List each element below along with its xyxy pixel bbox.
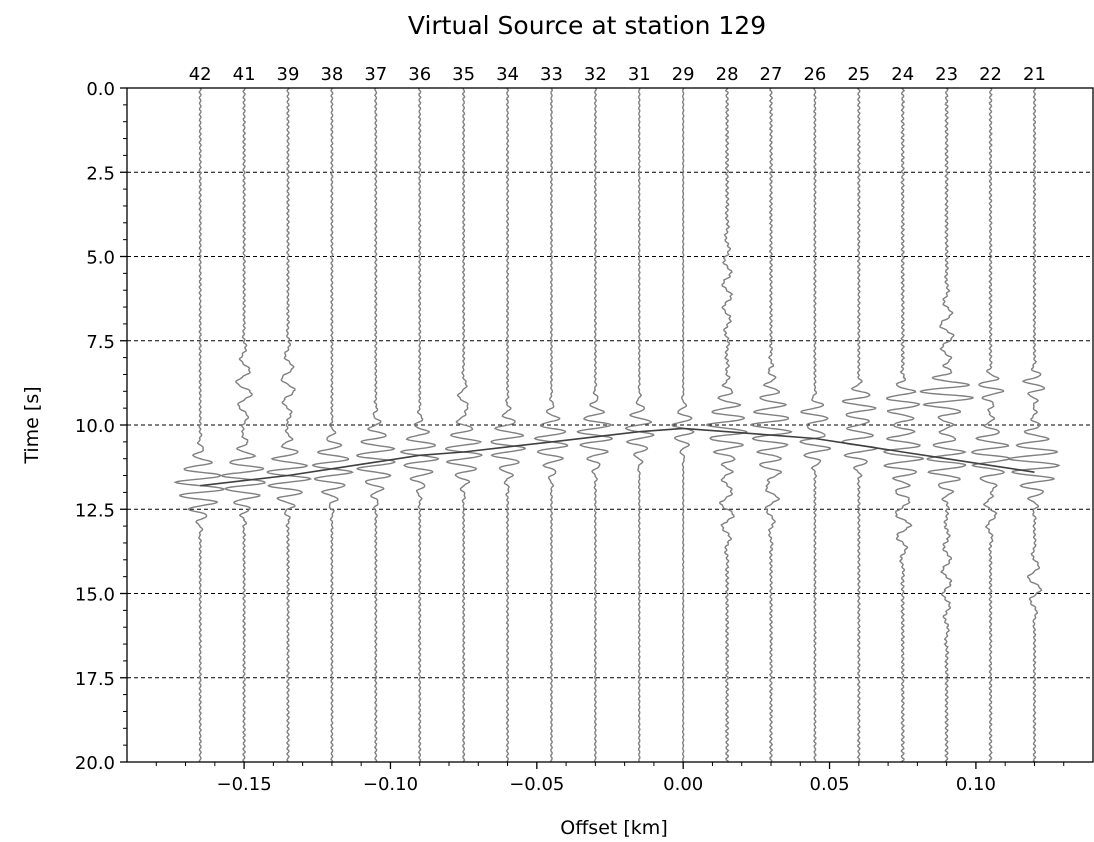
x-tick-label: 0.05 (810, 774, 850, 795)
y-tick-label: 2.5 (86, 163, 115, 184)
station-label-33: 33 (540, 64, 563, 85)
station-label-29: 29 (672, 64, 695, 85)
seismic-trace-23 (919, 87, 974, 763)
station-label-41: 41 (233, 64, 256, 85)
x-tick-label: 0.10 (956, 774, 996, 795)
station-label-22: 22 (979, 64, 1002, 85)
chart-title: Virtual Source at station 129 (408, 11, 766, 40)
station-label-39: 39 (277, 64, 300, 85)
x-tick-label: 0.00 (663, 774, 703, 795)
y-tick-label: 7.5 (86, 332, 115, 353)
x-tick-label: −0.15 (217, 774, 272, 795)
moveout-curve (200, 427, 1035, 487)
seismic-traces (173, 87, 1061, 763)
seismic-trace-26 (799, 87, 832, 763)
y-tick-label: 0.0 (86, 79, 115, 100)
station-labels: 42 41 39 38 37 36 35 34 33 32 31 29 28 27 26 25 24 23 22 21 (189, 64, 1046, 85)
station-label-26: 26 (803, 64, 826, 85)
seismic-trace-27 (749, 87, 793, 762)
station-label-28: 28 (716, 64, 739, 85)
station-label-32: 32 (584, 64, 607, 85)
seismic-trace-38 (311, 87, 354, 763)
seismic-trace-37 (355, 87, 396, 763)
station-label-34: 34 (496, 64, 519, 85)
station-label-38: 38 (320, 64, 343, 85)
seismic-trace-21 (1007, 87, 1061, 763)
seismic-trace-28 (705, 87, 748, 762)
moveout-line (200, 427, 1035, 487)
y-tick-label: 5.0 (86, 248, 115, 269)
station-label-37: 37 (364, 64, 387, 85)
x-axis-label: Offset [km] (560, 817, 667, 839)
y-tick-label: 10.0 (75, 416, 115, 437)
station-label-42: 42 (189, 64, 212, 85)
y-tick-label: 15.0 (75, 585, 115, 606)
seismic-trace-41 (220, 87, 266, 763)
y-tick-label: 17.5 (75, 669, 115, 690)
station-label-24: 24 (891, 64, 914, 85)
y-tick-label: 20.0 (75, 753, 115, 774)
station-label-25: 25 (847, 64, 870, 85)
station-label-36: 36 (408, 64, 431, 85)
y-axis: 0.0 2.5 5.0 7.5 10.0 12.5 15.0 17.5 20.0 (75, 79, 127, 774)
seismic-trace-36 (399, 87, 440, 763)
seismic-trace-33 (533, 87, 569, 763)
seismic-trace-34 (490, 87, 527, 763)
station-label-35: 35 (452, 64, 475, 85)
seismic-trace-42 (173, 87, 226, 763)
x-tick-label: −0.05 (509, 774, 564, 795)
seismic-trace-24 (883, 87, 925, 763)
seismic-trace-22 (971, 87, 1011, 763)
station-label-21: 21 (1023, 64, 1046, 85)
seismic-trace-35 (445, 87, 483, 763)
y-tick-label: 12.5 (75, 500, 115, 521)
seismic-trace-25 (841, 87, 879, 763)
y-axis-label: Time [s] (21, 386, 43, 464)
seismic-trace-39 (266, 87, 313, 763)
x-axis: −0.15 −0.10 −0.05 0.00 0.05 0.10 (155, 762, 1065, 795)
station-label-27: 27 (760, 64, 783, 85)
station-label-31: 31 (628, 64, 651, 85)
seismic-trace-31 (624, 87, 655, 763)
x-tick-label: −0.10 (363, 774, 418, 795)
station-label-23: 23 (935, 64, 958, 85)
seismic-trace-29 (671, 87, 695, 763)
seismic-trace-32 (576, 87, 614, 763)
